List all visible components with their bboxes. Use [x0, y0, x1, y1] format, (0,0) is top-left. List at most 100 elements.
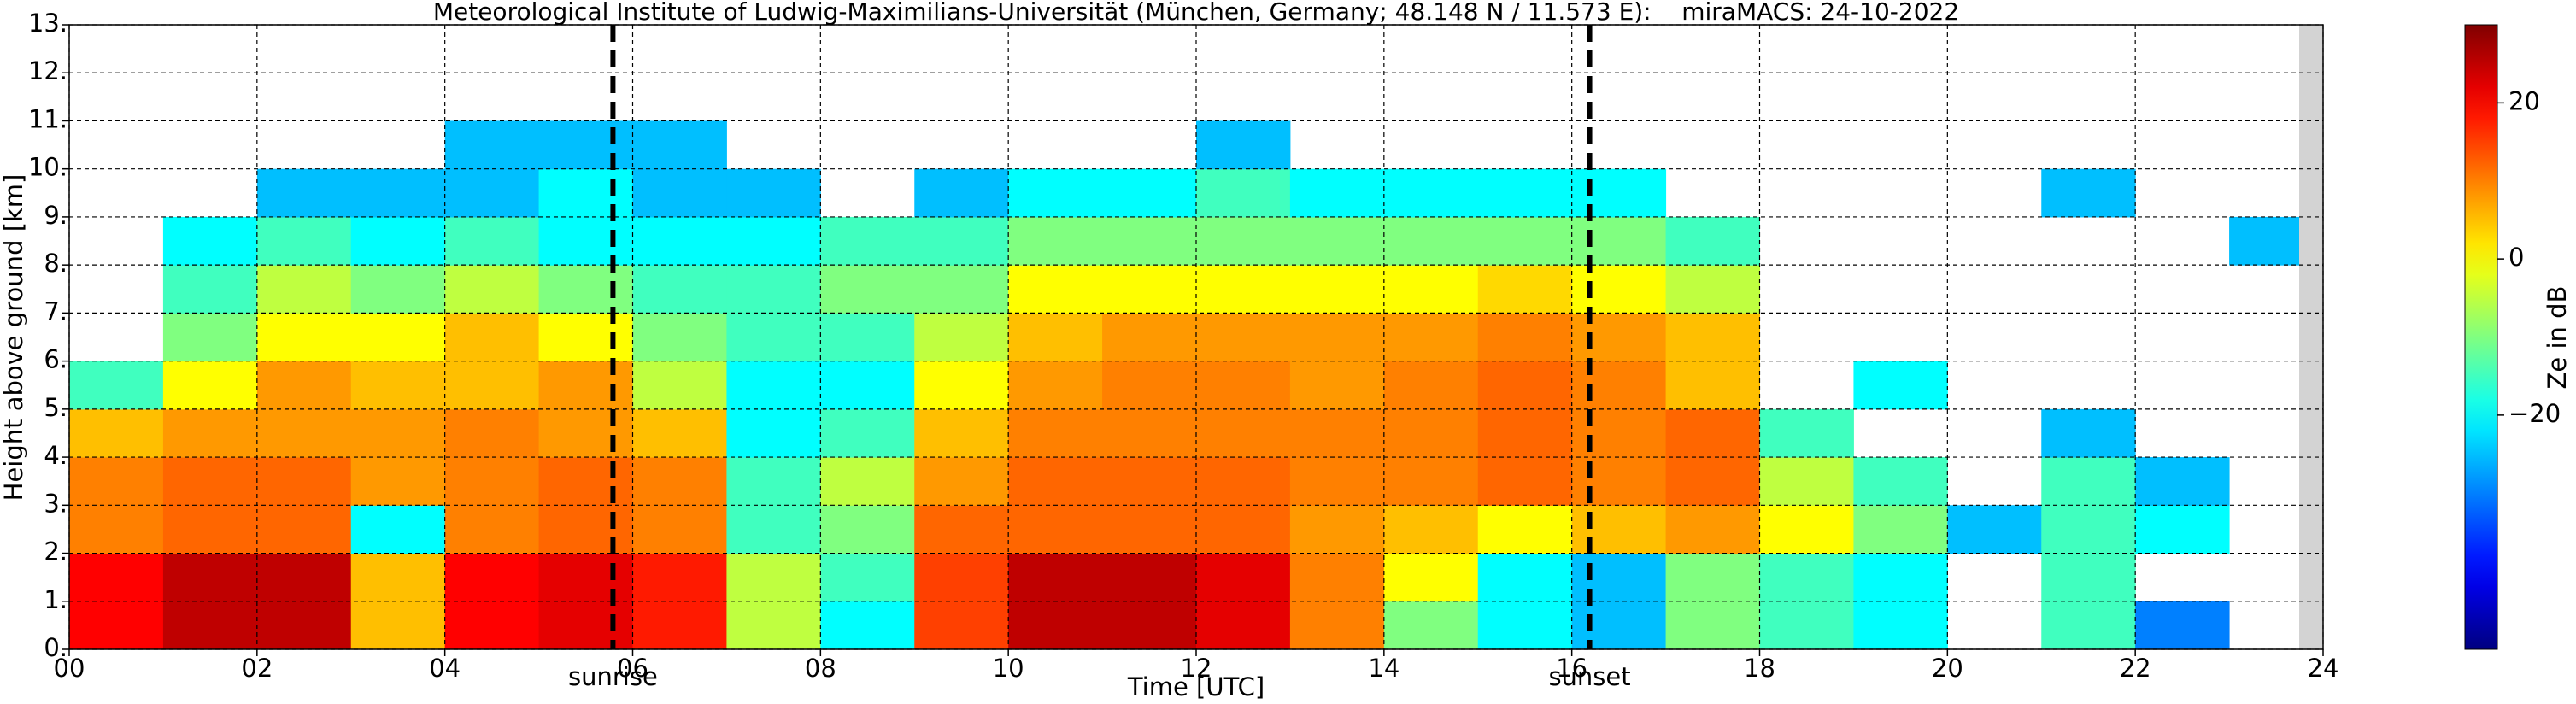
cell	[1477, 361, 1573, 410]
cell	[820, 265, 915, 314]
cell	[444, 457, 540, 506]
cell	[1289, 313, 1385, 362]
cell	[1477, 265, 1573, 314]
x-tick-label: 10	[993, 654, 1024, 683]
cell	[2041, 601, 2136, 650]
cell	[538, 120, 633, 170]
cell	[1571, 313, 1667, 362]
cell	[256, 505, 352, 554]
cell	[69, 361, 164, 410]
cell	[162, 361, 258, 410]
cell	[914, 216, 1009, 266]
cell	[1477, 457, 1573, 506]
cell	[1477, 505, 1573, 554]
cell	[538, 553, 633, 602]
cell	[1759, 408, 1854, 458]
cell	[914, 553, 1009, 602]
cell	[1571, 457, 1667, 506]
cell	[726, 168, 821, 218]
y-tick-label: 8.	[44, 249, 67, 278]
cell	[538, 408, 633, 458]
cell	[1102, 361, 1197, 410]
cell	[444, 505, 540, 554]
cell	[444, 601, 540, 650]
cell	[1289, 505, 1385, 554]
cell	[914, 361, 1009, 410]
cell	[1102, 505, 1197, 554]
cell	[2041, 457, 2136, 506]
cell	[1571, 505, 1667, 554]
cell	[538, 216, 633, 266]
cell	[820, 601, 915, 650]
cell	[538, 457, 633, 506]
cell	[69, 408, 164, 458]
cell	[350, 313, 446, 362]
cell	[2041, 553, 2136, 602]
cell	[726, 408, 821, 458]
y-tick-label: 13.	[28, 9, 67, 38]
cell	[1289, 361, 1385, 410]
x-tick-label: 16	[1556, 654, 1587, 683]
cell	[1008, 265, 1103, 314]
cell	[1571, 168, 1667, 218]
cell	[2041, 168, 2136, 218]
cell	[256, 601, 352, 650]
cell	[820, 313, 915, 362]
cell	[1947, 505, 2042, 554]
cell	[1008, 601, 1103, 650]
cell	[538, 601, 633, 650]
cell	[1383, 313, 1479, 362]
cell	[1102, 553, 1197, 602]
cell	[1759, 505, 1854, 554]
cell	[538, 313, 633, 362]
cell	[726, 457, 821, 506]
cell	[162, 408, 258, 458]
cell	[726, 216, 821, 266]
cell	[162, 313, 258, 362]
cell	[1665, 313, 1760, 362]
cell	[1289, 601, 1385, 650]
cell	[256, 265, 352, 314]
cell	[1759, 601, 1854, 650]
x-tick-label: 22	[2120, 654, 2151, 683]
colorbar-label: Ze in dB	[2543, 286, 2572, 390]
cell	[1665, 361, 1760, 410]
cell	[1571, 361, 1667, 410]
cell	[726, 265, 821, 314]
cell	[256, 408, 352, 458]
colorbar	[2464, 24, 2498, 650]
cell	[162, 505, 258, 554]
cell	[1477, 601, 1573, 650]
cell	[162, 216, 258, 266]
cell	[1008, 457, 1103, 506]
cell	[1289, 168, 1385, 218]
cell	[632, 216, 727, 266]
overlay	[62, 24, 2324, 656]
cell	[1665, 457, 1760, 506]
cell	[350, 553, 446, 602]
cell	[2135, 505, 2230, 554]
cell	[1665, 408, 1760, 458]
cell	[1571, 265, 1667, 314]
cell	[1196, 216, 1291, 266]
cell	[350, 601, 446, 650]
y-tick-label: 7.	[44, 296, 67, 326]
cell	[1571, 601, 1667, 650]
cell	[444, 168, 540, 218]
x-tick-label: 02	[241, 654, 273, 683]
cell	[444, 361, 540, 410]
cell	[1383, 457, 1479, 506]
cell	[538, 505, 633, 554]
cell	[350, 408, 446, 458]
cell	[1571, 553, 1667, 602]
cell	[914, 168, 1009, 218]
cell	[69, 505, 164, 554]
x-tick-label: 24	[2308, 654, 2339, 683]
cell	[538, 168, 633, 218]
cell	[1289, 408, 1385, 458]
cell	[1853, 553, 1948, 602]
cell	[256, 313, 352, 362]
cell	[2135, 601, 2230, 650]
cell	[538, 361, 633, 410]
